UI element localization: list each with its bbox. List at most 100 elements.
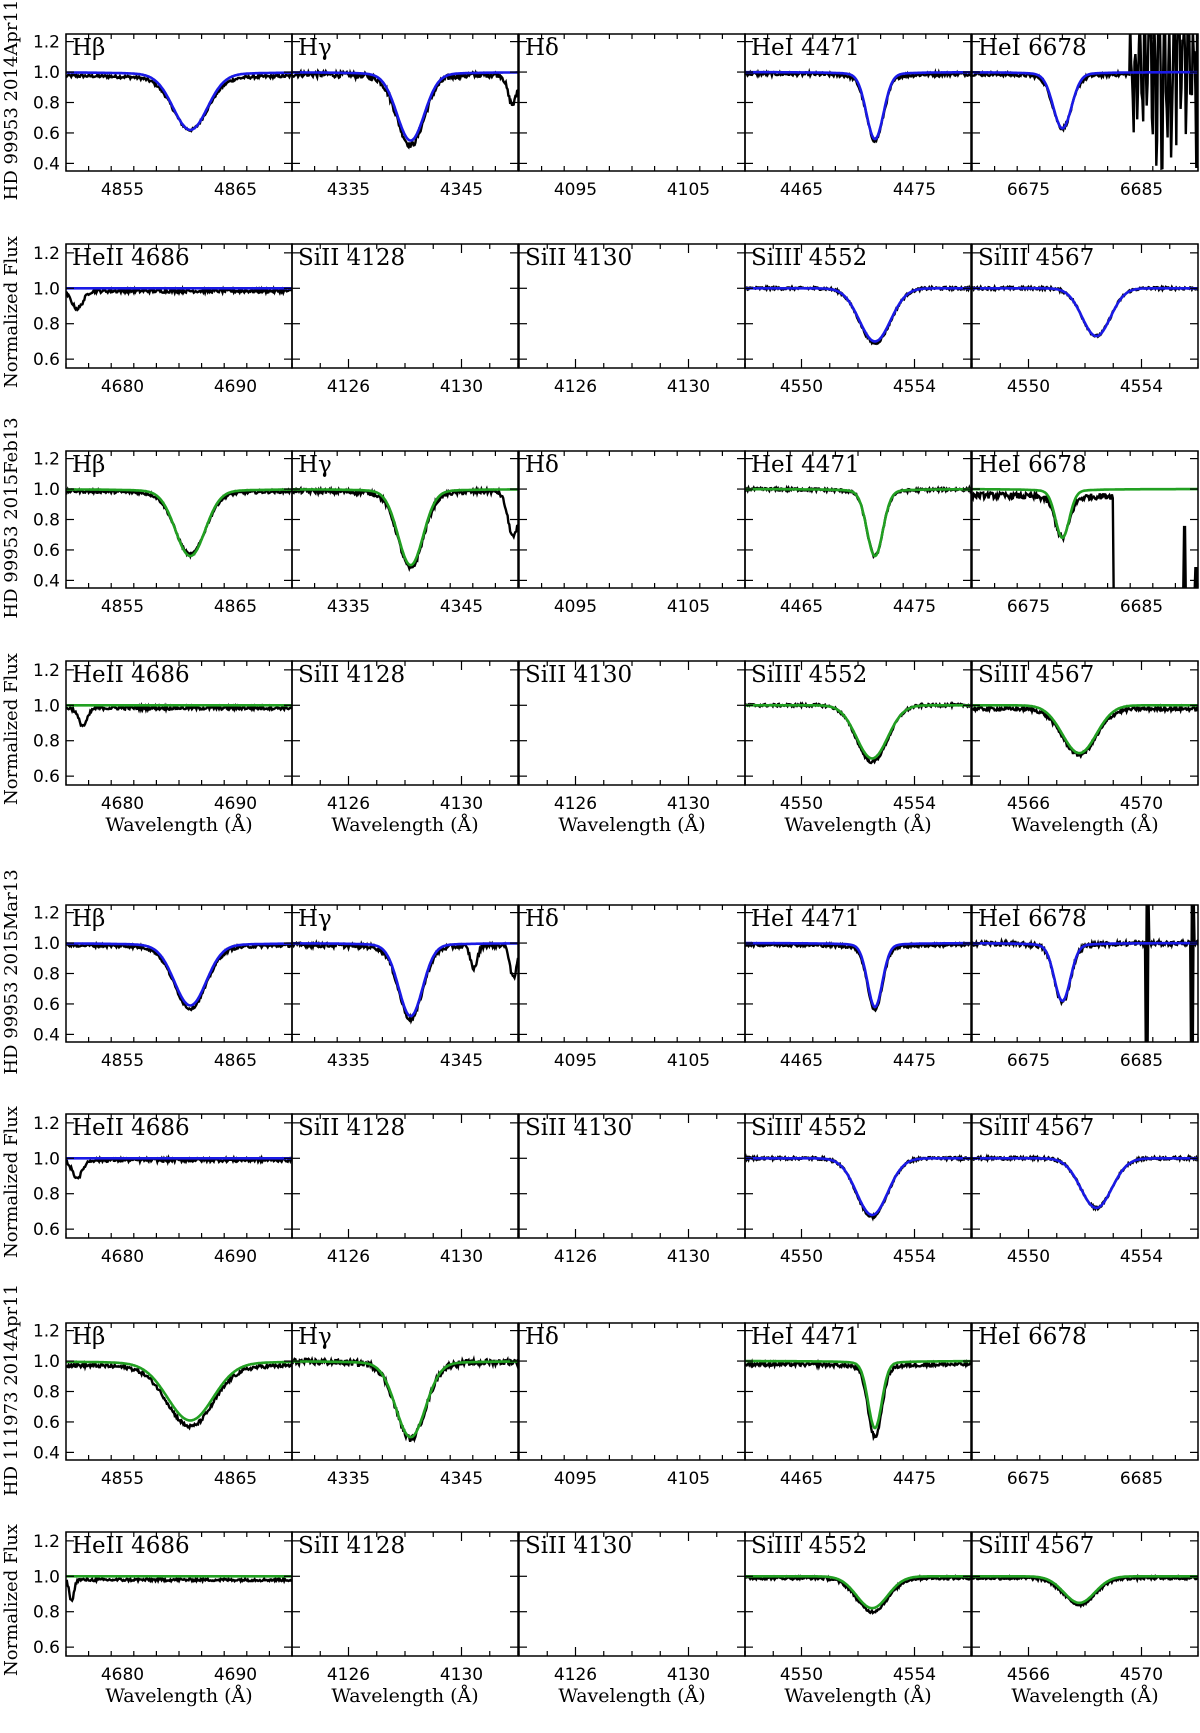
y-tick-label: 0.4 — [33, 1025, 60, 1045]
y-tick-label: 1.0 — [33, 1149, 60, 1169]
panel-3-1: 4126 4130 SiII 4128 Wavelength (Å) — [291, 660, 519, 836]
row-title: Normalized Flux — [1, 1524, 22, 1676]
panel-3-3: 4550 4554 SiIII 4552 Wavelength (Å) — [744, 660, 972, 836]
panel-label: SiII 4128 — [298, 662, 405, 688]
panel-label: HeII 4686 — [72, 1533, 190, 1559]
model-spectrum — [745, 1157, 971, 1217]
row-title: HD 99953 2014Apr11 — [1, 0, 22, 200]
x-tick-label: 4130 — [667, 794, 710, 814]
x-tick-label: 4475 — [893, 597, 936, 617]
model-spectrum — [745, 287, 971, 343]
model-spectrum — [972, 1157, 1198, 1210]
y-tick-label: 0.8 — [33, 1185, 60, 1205]
x-tick-label: 4130 — [667, 1665, 710, 1685]
panel-label: Hγ — [298, 1324, 332, 1350]
model-spectrum — [66, 488, 292, 558]
x-tick-label: 6675 — [1007, 180, 1050, 200]
x-tick-label: 4554 — [893, 1247, 936, 1267]
panel-7-0: 4680 4690 HeII 4686 Wavelength (Å) — [65, 1531, 293, 1707]
model-spectrum — [292, 488, 518, 567]
panel-label: HeII 4686 — [72, 1115, 190, 1141]
panel-0-1: 4335 4345 Hγ — [291, 33, 519, 200]
panel-1-2: 4126 4130 SiII 4130 — [518, 243, 746, 397]
x-tick-label: 4126 — [327, 1665, 370, 1685]
x-tick-label: 4865 — [214, 180, 257, 200]
y-tick-label: 0.8 — [33, 1603, 60, 1623]
x-tick-label: 4465 — [780, 597, 823, 617]
x-tick-label: 4550 — [780, 794, 823, 814]
panel-label: HeI 4471 — [751, 452, 860, 478]
x-tick-label: 4465 — [780, 1051, 823, 1071]
x-tick-label: 6675 — [1007, 1051, 1050, 1071]
panel-3-4: 4566 4570 SiIII 4567 Wavelength (Å) — [971, 660, 1199, 836]
model-spectrum — [745, 704, 971, 760]
x-tick-label: 4130 — [667, 1247, 710, 1267]
x-tick-label: 4105 — [667, 1469, 710, 1489]
panel-2-3: 4465 4475 HeI 4471 — [744, 450, 972, 617]
panel-3-0: 4680 4690 HeII 4686 Wavelength (Å) — [65, 660, 293, 836]
x-tick-label: 4335 — [327, 180, 370, 200]
x-tick-label: 4855 — [101, 1469, 144, 1489]
y-tick-label: 0.6 — [33, 350, 60, 370]
observed-spectrum — [66, 486, 292, 560]
panel-4-2: 4095 4105 Hδ — [518, 904, 746, 1071]
panel-5-3: 4550 4554 SiIII 4552 — [744, 1113, 972, 1267]
x-axis-label: Wavelength (Å) — [1011, 814, 1158, 836]
y-tick-label: 0.8 — [33, 94, 60, 114]
x-tick-label: 4345 — [440, 597, 483, 617]
observed-spectrum — [66, 1575, 292, 1603]
x-tick-label: 4855 — [101, 1051, 144, 1071]
panel-label: HeI 4471 — [751, 35, 860, 61]
x-tick-label: 4105 — [667, 1051, 710, 1071]
x-tick-label: 4550 — [1007, 377, 1050, 397]
x-tick-label: 4680 — [101, 377, 144, 397]
x-axis-label: Wavelength (Å) — [558, 1685, 705, 1707]
model-spectrum — [66, 942, 292, 1007]
x-tick-label: 4130 — [440, 377, 483, 397]
observed-spectrum — [745, 1573, 971, 1615]
panel-label: SiII 4128 — [298, 1115, 405, 1141]
model-spectrum — [292, 1360, 518, 1439]
x-tick-label: 4130 — [440, 1247, 483, 1267]
x-axis-label: Wavelength (Å) — [331, 1685, 478, 1707]
panel-label: HeI 6678 — [978, 35, 1087, 61]
panel-6-0: 4855 4865 Hβ — [65, 1322, 293, 1489]
panel-7-1: 4126 4130 SiII 4128 Wavelength (Å) — [291, 1531, 519, 1707]
x-tick-label: 4690 — [214, 1247, 257, 1267]
panel-label: SiII 4130 — [525, 662, 632, 688]
observed-spectrum — [972, 283, 1198, 339]
panel-2-4: 6675 6685 HeI 6678 — [971, 450, 1199, 617]
row-title: Normalized Flux — [1, 236, 22, 388]
x-tick-label: 4105 — [667, 180, 710, 200]
panel-label: Hβ — [72, 35, 105, 61]
panel-0-4: 6675 6685 HeI 6678 — [971, 33, 1199, 200]
observed-spectrum — [66, 284, 292, 312]
x-tick-label: 4475 — [893, 180, 936, 200]
model-spectrum — [972, 487, 1198, 540]
panel-4-3: 4465 4475 HeI 4471 — [744, 904, 972, 1071]
panel-1-1: 4126 4130 SiII 4128 — [291, 243, 519, 397]
observed-spectrum — [745, 940, 971, 1013]
panel-5-0: 4680 4690 HeII 4686 — [65, 1113, 293, 1267]
x-tick-label: 4126 — [327, 377, 370, 397]
panel-label: SiIII 4552 — [751, 245, 867, 271]
x-tick-label: 4130 — [667, 377, 710, 397]
x-tick-label: 4865 — [214, 1051, 257, 1071]
panel-6-3: 4465 4475 HeI 4471 — [744, 1322, 972, 1489]
panel-label: SiII 4130 — [525, 245, 632, 271]
y-tick-label: 0.6 — [33, 541, 60, 561]
observed-spectrum — [66, 72, 292, 133]
x-axis-label: Wavelength (Å) — [105, 1685, 252, 1707]
row-title: HD 99953 2015Feb13 — [1, 417, 22, 618]
y-tick-label: 1.2 — [33, 244, 60, 264]
model-spectrum — [972, 1575, 1198, 1605]
panel-label: SiIII 4567 — [978, 1533, 1094, 1559]
x-tick-label: 4095 — [554, 1469, 597, 1489]
y-tick-label: 1.2 — [33, 1114, 60, 1134]
x-tick-label: 4690 — [214, 794, 257, 814]
y-tick-label: 0.8 — [33, 315, 60, 335]
panel-label: HeI 6678 — [978, 1324, 1087, 1350]
panel-label: HeI 6678 — [978, 906, 1087, 932]
x-tick-label: 4095 — [554, 1051, 597, 1071]
panel-5-4: 4550 4554 SiIII 4567 — [971, 1113, 1199, 1267]
